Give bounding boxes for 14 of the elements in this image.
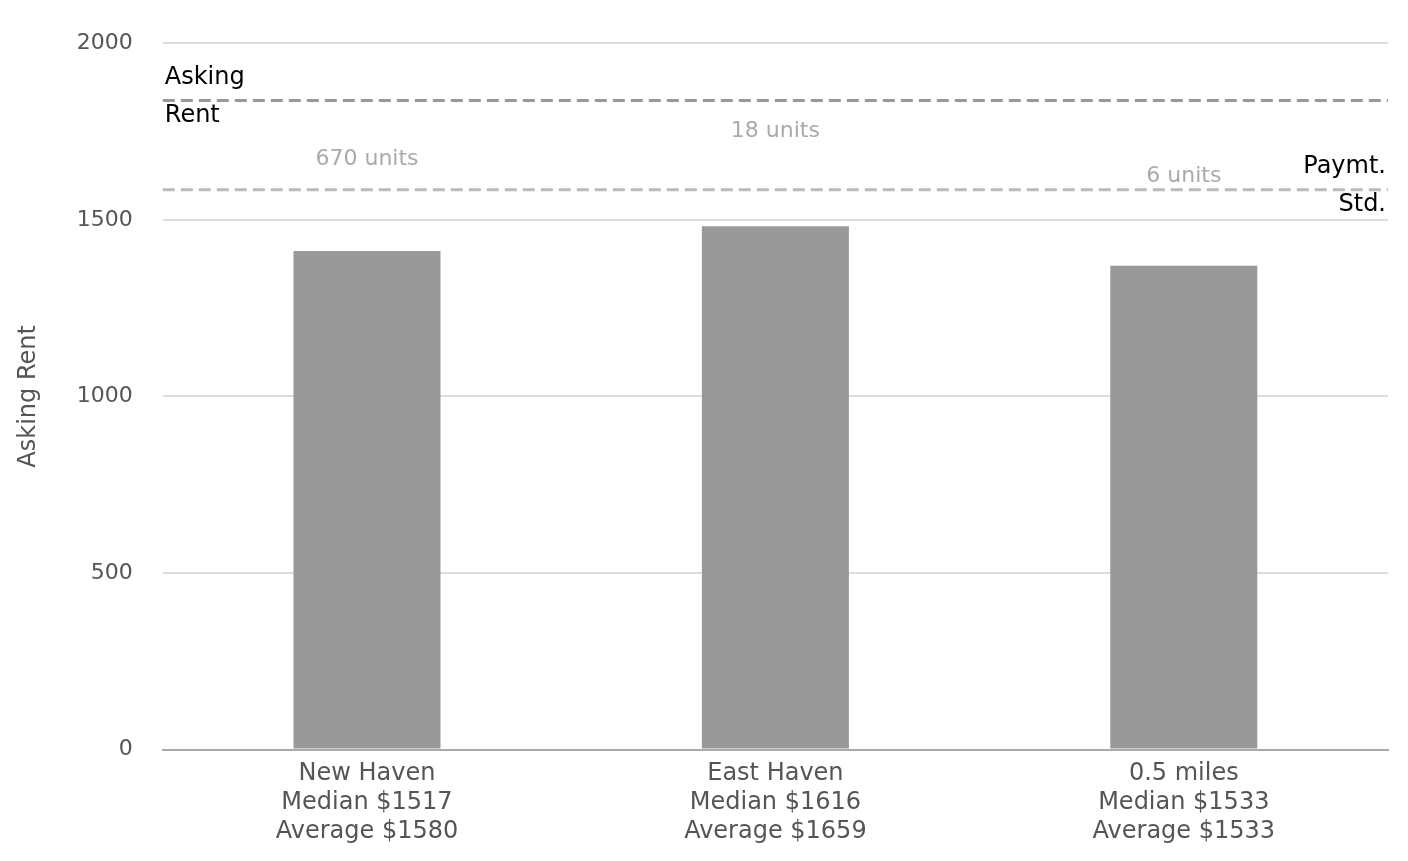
ref-line-label: Paymt. Std.: [1303, 151, 1386, 218]
y-tick-label: 500: [90, 558, 133, 584]
y-tick-label: 1000: [76, 382, 133, 408]
annotation: 18 units: [730, 117, 820, 143]
ref-line-label: Asking Rent: [164, 61, 245, 128]
y-tick-label: 0: [118, 735, 133, 761]
y-axis-title: Asking Rent: [12, 325, 41, 468]
x-tick-label: New Haven Median $1517 Average $1580: [275, 758, 459, 844]
annotation: 670 units: [315, 144, 419, 170]
annotation: 6 units: [1146, 161, 1222, 187]
y-tick-label: 2000: [76, 28, 133, 54]
x-tick-label: 0.5 miles Median $1533 Average $1533: [1092, 758, 1276, 844]
x-tick-label: East Haven Median $1616 Average $1659: [684, 758, 867, 844]
y-tick-label: 1500: [76, 205, 133, 231]
